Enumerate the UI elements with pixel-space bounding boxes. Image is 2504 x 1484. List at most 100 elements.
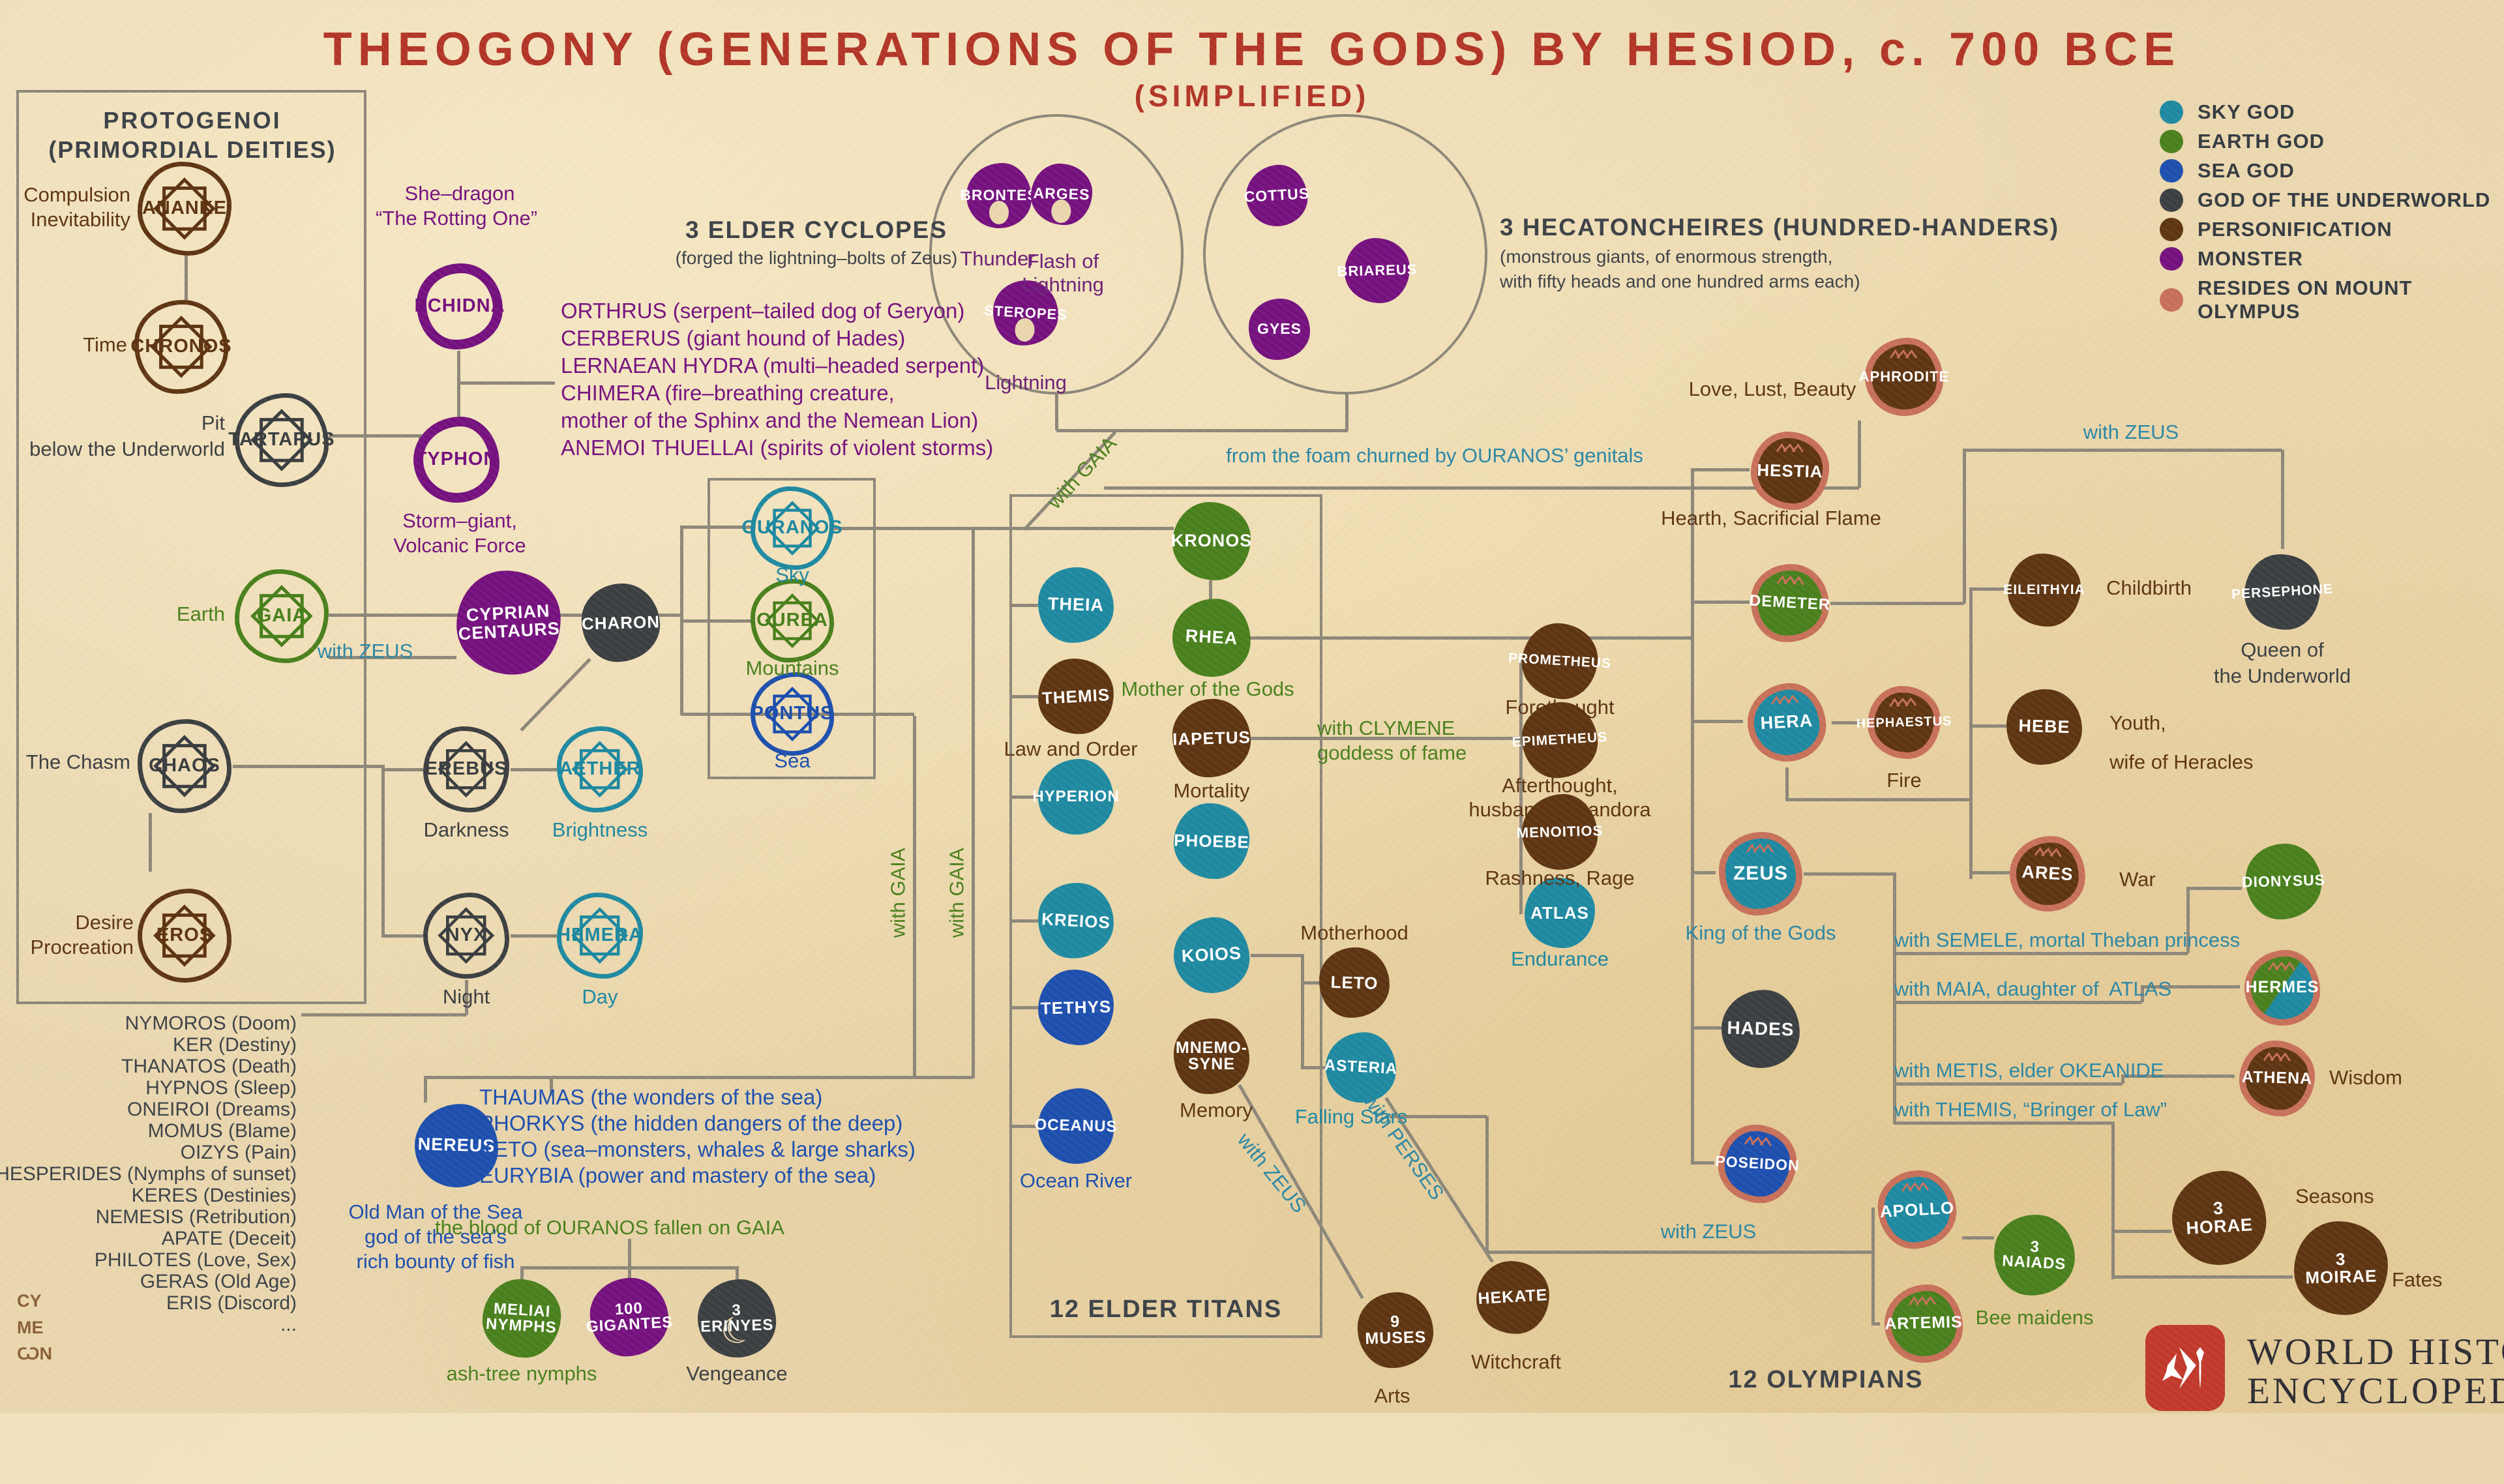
label-queen-of: Queen of (2241, 638, 2324, 661)
node-label: MELIAI NYMPHS (485, 1299, 558, 1337)
connector-line (2111, 1275, 2293, 1279)
connector-line (1894, 952, 2188, 955)
list-sea_children-item: KETO (sea–monsters, whales & large shark… (479, 1136, 916, 1161)
list-monsters-item: ANEMOI THUELLAI (spirits of violent stor… (561, 435, 994, 460)
label-lightning: Lightning (1022, 273, 1104, 296)
connector-line (424, 1076, 427, 1103)
connector-line (2121, 1076, 2124, 1084)
node-hemera: HEMERA (557, 893, 643, 979)
node-hestia: HESTIA (1750, 430, 1830, 511)
node-label: ATHENA (2241, 1067, 2313, 1088)
list-monsters-item: CERBERUS (giant hound of Hades) (561, 325, 906, 350)
node-apollo: APOLLO (1875, 1168, 1959, 1251)
legend-label: PERSONIFICATION (2198, 218, 2392, 241)
node-ares: ARES (2007, 833, 2088, 914)
legend-item-sea-god: SEA GOD (2160, 159, 2295, 183)
connector-line (1691, 1026, 1723, 1030)
label-with-fifty-heads-and-one-hundred-arms-ea: with fifty heads and one hundred arms ea… (1500, 271, 1860, 291)
connector-line (2121, 1075, 2235, 1078)
label-earth: Earth (176, 602, 225, 625)
legend-color-dot (2160, 188, 2183, 212)
label-compulsion: Compulsion (23, 183, 130, 206)
connector-line (1871, 1208, 1875, 1322)
connector-line (681, 713, 753, 716)
node-hermes: HERMES (2244, 950, 2320, 1026)
node-label: HADES (1727, 1017, 1795, 1040)
connector-line (913, 716, 916, 1078)
node-label: EPIMETHEUS (1512, 730, 1608, 750)
connector-line (550, 1076, 553, 1095)
list-nyx_children-item: ONEIROI (Dreams) (127, 1098, 297, 1120)
connector-line (1969, 589, 1973, 879)
node-hebe: HEBE (2005, 688, 2083, 766)
connector-line (1691, 720, 1743, 723)
node-horae: 3 HORAE (2169, 1168, 2269, 1268)
label-night: Night (442, 985, 490, 1008)
label-rashness-rage: Rashness, Rage (1485, 866, 1635, 889)
connector-line (1894, 1082, 2123, 1086)
group-box-1 (708, 478, 876, 779)
list-nyx_children-item: THANATOS (Death) (121, 1055, 297, 1077)
node-hades: HADES (1720, 988, 1801, 1069)
label-wisdom: Wisdom (2329, 1065, 2402, 1089)
connector-line (425, 1076, 973, 1079)
node-echidna: ECHIDNA (414, 263, 505, 349)
label-pit: Pit (201, 411, 225, 434)
connector-line (628, 1266, 631, 1278)
node-label: APOLLO (1879, 1197, 1955, 1221)
label-with-semele-mortal-theban-princess: with SEMELE, mortal Theban princess (1894, 928, 2241, 951)
connector-line (1691, 469, 1694, 1164)
node-label: BRONTES (960, 186, 1038, 204)
connector-line (1251, 737, 1521, 740)
label-flash-of: Flash of (1026, 249, 1099, 273)
legend-label: EARTH GOD (2198, 130, 2325, 153)
label-childbirth: Childbirth (2106, 576, 2192, 599)
node-label: HEMERA (557, 925, 643, 946)
label-with-clymene: with CLYMENE (1317, 716, 1455, 739)
list-nyx_children-item: ERIS (Discord) (166, 1292, 297, 1314)
protogenoi-box-title: PROTOGENOI (103, 107, 282, 134)
label-forethought: Forethought (1505, 695, 1615, 719)
list-nyx_children-item: APATE (Deceit) (161, 1227, 297, 1249)
label-lightning: Lightning (985, 370, 1067, 394)
list-sea_children-item: PHORKYS (the hidden dangers of the deep) (479, 1110, 903, 1135)
node-chaos: CHAOS (138, 719, 231, 813)
list-monsters-item: ORTHRUS (serpent–tailed dog of Geryon) (561, 298, 965, 323)
legend-label: RESIDES ON MOUNT OLYMPUS (2198, 276, 2413, 323)
connector-line (457, 381, 555, 385)
logo-text-line2: ENCYCLOPEDIA (2247, 1371, 2504, 1412)
node-label: TYPHON (415, 449, 498, 470)
node-eros: EROS (138, 889, 231, 983)
legend-label: GOD OF THE UNDERWORLD (2198, 188, 2491, 211)
connector-line (2186, 887, 2242, 890)
node-artemis: ARTEMIS (1883, 1283, 1964, 1364)
connector-line (1691, 601, 1750, 604)
olympus-crown-icon (1776, 442, 1806, 456)
legend-color-dot (2160, 288, 2183, 312)
connector-line (1009, 1006, 1038, 1009)
label-the-blood-of-ouranos-fallen-on-gaia: the blood of OURANOS fallen on GAIA (435, 1215, 784, 1239)
node-label: ANANKE (142, 198, 228, 219)
label-12-elder-titans: 12 ELDER TITANS (1049, 1296, 1283, 1324)
list-monsters-item: CHIMERA (fire–breathing creature, (561, 380, 895, 405)
connector-line (233, 765, 383, 768)
label-arts: Arts (1374, 1384, 1410, 1407)
node-poseidon: POSEIDON (1715, 1122, 1800, 1206)
connector-line (1009, 695, 1038, 698)
node-mnemosyne: MNEMO- SYNE (1174, 1018, 1249, 1094)
node-label: PROMETHEUS (1508, 650, 1612, 672)
group-box-2 (1009, 494, 1322, 1338)
label-ash-tree-nymphs: ash-tree nymphs (446, 1361, 597, 1385)
connector-line (2281, 450, 2284, 549)
node-label: 100 GIGANTES (586, 1299, 674, 1336)
connector-line (1893, 872, 1896, 1124)
olympus-crown-icon (2263, 1051, 2293, 1065)
connector-line (1832, 721, 1862, 724)
page-title: THEOGONY (GENERATIONS OF THE GODS) BY HE… (323, 23, 2181, 76)
node-label: 3 HORAE (2185, 1198, 2254, 1238)
connector-line (1055, 393, 1058, 430)
label--forged-the-lightning-bolts-of-zeus-: (forged the lightning–bolts of Zeus) (675, 247, 958, 268)
label-brightness: Brightness (552, 818, 648, 841)
connector-line (681, 526, 753, 529)
label-12-olympians: 12 OLYMPIANS (1728, 1366, 1924, 1394)
